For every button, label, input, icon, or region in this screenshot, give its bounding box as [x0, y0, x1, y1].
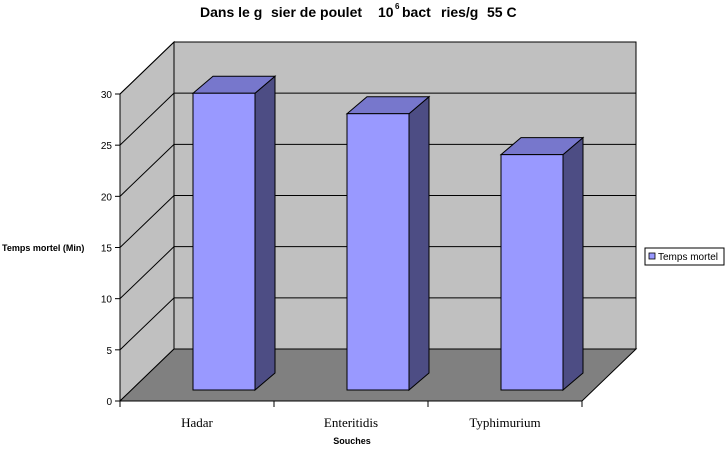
gridline: [119, 92, 636, 146]
y-tick-label: 25: [101, 141, 113, 152]
title-part-2: sier de poulet: [271, 4, 362, 20]
gridline: [119, 41, 636, 95]
x-category-label: Hadar: [181, 415, 213, 430]
title-part-4: bact: [402, 4, 431, 20]
y-tick-labels: 0 5 10 15 20 25 30: [101, 90, 113, 408]
title-part-6: 55 C: [487, 4, 517, 20]
bar-side: [562, 136, 584, 392]
chart-title: Dans le g sier de poulet 10 6 bact ries/…: [200, 0, 517, 20]
bar-front: [346, 113, 410, 391]
legend: Temps mortel: [644, 247, 725, 266]
bar-front: [192, 92, 256, 391]
bar: [499, 136, 585, 392]
legend-label: Temps mortel: [658, 252, 718, 263]
y-tick-label: 15: [101, 244, 113, 255]
bars: [191, 75, 585, 392]
bar-front: [500, 154, 564, 391]
axes: [115, 93, 583, 407]
y-tick-label: 10: [101, 295, 113, 306]
title-part-3: 10: [378, 4, 394, 20]
bar: [345, 95, 431, 392]
y-tick-label: 20: [101, 192, 113, 203]
title-part-5: ries/g: [441, 4, 478, 20]
gridline: [119, 297, 636, 351]
bar-side: [408, 95, 430, 392]
x-axis-title: Souches: [333, 436, 371, 446]
bar-side: [254, 75, 276, 392]
gridlines: [119, 41, 636, 351]
legend-swatch: [648, 252, 656, 260]
gridline: [119, 195, 636, 248]
gridline: [119, 246, 636, 300]
title-superscript: 6: [395, 2, 400, 11]
y-tick-label: 5: [106, 346, 112, 357]
legend-box: [644, 247, 725, 266]
title-part-1: Dans le g: [200, 4, 262, 20]
y-tick-label: 0: [106, 397, 112, 408]
x-category-label: Typhimurium: [469, 415, 540, 430]
x-category-label: Enteritidis: [324, 415, 378, 430]
bar: [191, 75, 277, 392]
y-tick-label: 30: [101, 90, 113, 101]
x-category-labels: Hadar Enteritidis Typhimurium: [181, 415, 541, 430]
y-axis-title: Temps mortel (Min): [2, 243, 84, 253]
gridline: [119, 143, 636, 197]
